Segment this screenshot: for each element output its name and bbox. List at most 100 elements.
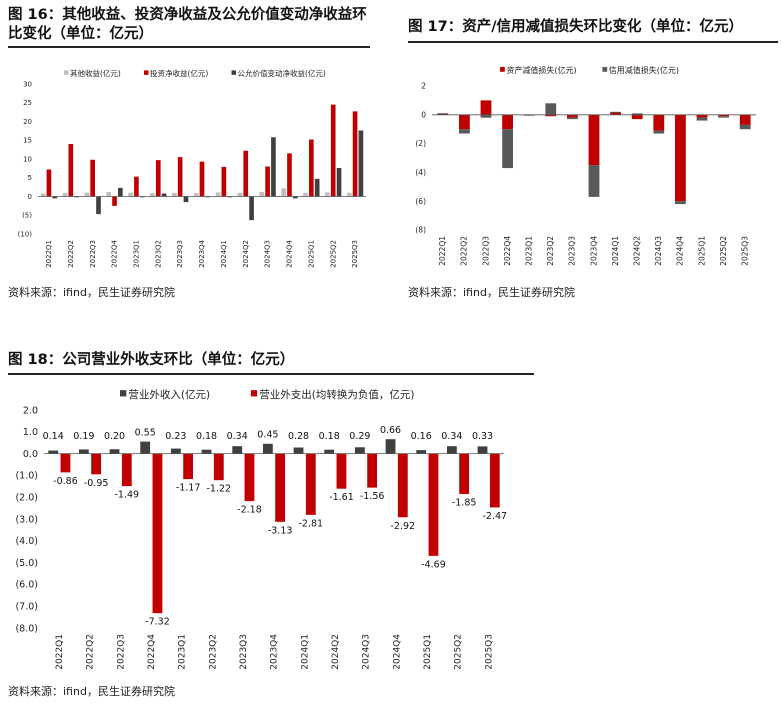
data-label: -1.17 xyxy=(176,483,201,494)
bar xyxy=(171,192,177,197)
bar xyxy=(265,166,270,197)
bar xyxy=(459,453,470,494)
bar xyxy=(588,114,600,166)
legend-label: 其他收益(亿元) xyxy=(70,68,121,78)
bar xyxy=(155,160,161,197)
bar xyxy=(459,114,470,130)
bar xyxy=(336,168,342,197)
bar xyxy=(281,188,286,197)
data-label: -1.49 xyxy=(115,490,140,501)
x-tick-label: 2023Q1 xyxy=(178,634,188,670)
x-tick-label: 2024Q1 xyxy=(611,236,620,266)
bar xyxy=(653,130,665,134)
x-tick-label: 2023Q3 xyxy=(239,634,249,670)
bar xyxy=(696,114,708,118)
data-label: 0.18 xyxy=(196,431,217,442)
fig16-source: 资料来源：ifind，民生证券研究院 xyxy=(8,286,175,299)
legend-swatch xyxy=(120,390,127,397)
x-tick-label: 2025Q2 xyxy=(454,634,464,670)
x-tick-label: 2022Q1 xyxy=(55,634,65,670)
legend-label: 营业外支出(均转换为负值，亿元) xyxy=(259,388,414,401)
bar xyxy=(46,169,52,197)
fig17-chart: (8) (6) (4) (2) 0 2 资产减值损失(亿元) 信用减值损失(亿元) 2022Q1… xyxy=(415,65,756,266)
bar xyxy=(309,139,314,197)
x-tick-label: 2025Q1 xyxy=(307,240,315,268)
fig16-title-line2: 比变化（单位：亿元） xyxy=(8,26,153,42)
legend-label: 资产减值损失(亿元) xyxy=(506,65,576,75)
bar xyxy=(275,453,286,522)
x-tick-label: 2024Q1 xyxy=(220,240,228,268)
data-label: 0.19 xyxy=(73,431,94,442)
x-tick-label: 2024Q4 xyxy=(392,634,402,670)
bar xyxy=(696,117,708,121)
bar xyxy=(121,453,132,487)
fig18-chart: (8.0) (7.0) (6.0) (5.0) (4.0) (3.0) (2.0) (1.0)… xyxy=(15,388,507,670)
y-tick-label: 0 xyxy=(421,110,426,119)
x-tick-label: 2025Q3 xyxy=(484,634,494,670)
data-label: -3.13 xyxy=(268,525,293,536)
legend-swatch xyxy=(250,390,258,397)
x-tick-label: 2022Q2 xyxy=(86,634,96,670)
x-tick-label: 2025Q3 xyxy=(351,240,359,268)
legend-swatch xyxy=(602,67,608,72)
bar xyxy=(675,201,686,205)
bar xyxy=(567,114,578,118)
x-tick-label: 2023Q1 xyxy=(524,236,533,266)
fig17-title: 图 17：资产/信用减值损失环比变化（单位：亿元） xyxy=(408,19,744,35)
bar xyxy=(62,193,68,197)
y-tick-label: (2) xyxy=(415,139,426,148)
y-tick-label: 2 xyxy=(421,82,426,91)
legend-label: 公允价值变动净收益(亿元) xyxy=(238,68,326,78)
x-tick-label: 2022Q4 xyxy=(111,239,119,267)
y-tick-label: (4.0) xyxy=(15,536,38,547)
bar xyxy=(221,166,227,197)
bar xyxy=(183,196,189,203)
x-tick-label: 2025Q1 xyxy=(697,236,706,266)
y-tick-label: 25 xyxy=(23,99,32,107)
data-label: 0.34 xyxy=(227,431,248,442)
y-tick-label: (2.0) xyxy=(15,493,38,504)
y-tick-label: 20 xyxy=(23,118,32,126)
x-tick-label: 2022Q4 xyxy=(503,236,512,266)
x-tick-label: 2023Q2 xyxy=(154,240,162,268)
y-tick-label: (7.0) xyxy=(15,602,38,613)
bar xyxy=(631,113,643,115)
bar xyxy=(48,450,59,454)
bar xyxy=(305,453,316,515)
bar xyxy=(40,193,46,197)
data-label: 0.18 xyxy=(319,431,340,442)
bar xyxy=(60,453,71,473)
data-label: 0.55 xyxy=(135,428,156,439)
bar xyxy=(199,161,205,197)
x-tick-label: 2022Q2 xyxy=(460,236,469,266)
data-label: -0.95 xyxy=(84,478,109,489)
bar xyxy=(106,192,112,197)
bar xyxy=(96,196,101,215)
bar xyxy=(610,111,621,115)
data-label: 0.28 xyxy=(288,431,309,442)
data-label: -7.32 xyxy=(145,617,170,628)
x-tick-label: 2024Q2 xyxy=(242,240,250,268)
y-tick-label: (8.0) xyxy=(15,623,38,634)
bar xyxy=(128,192,133,197)
legend-swatch xyxy=(500,67,505,72)
x-tick-label: 2022Q1 xyxy=(438,236,447,266)
bar xyxy=(91,453,102,475)
bar xyxy=(109,449,120,454)
bar xyxy=(446,446,457,454)
bar xyxy=(330,104,336,197)
x-tick-label: 2025Q2 xyxy=(719,236,728,266)
x-tick-label: 2024Q4 xyxy=(286,239,294,267)
bar xyxy=(78,449,89,454)
x-tick-label: 2022Q4 xyxy=(147,634,157,670)
y-tick-label: (1.0) xyxy=(15,471,38,482)
bar xyxy=(52,196,58,199)
x-tick-label: 2024Q3 xyxy=(362,634,372,670)
bar xyxy=(112,196,117,206)
bar xyxy=(397,453,408,518)
bar xyxy=(358,130,364,197)
y-tick-label: (6.0) xyxy=(15,580,38,591)
legend-label: 营业外收入(亿元) xyxy=(128,388,210,401)
x-tick-label: 2023Q2 xyxy=(208,634,218,670)
bar xyxy=(244,453,255,502)
